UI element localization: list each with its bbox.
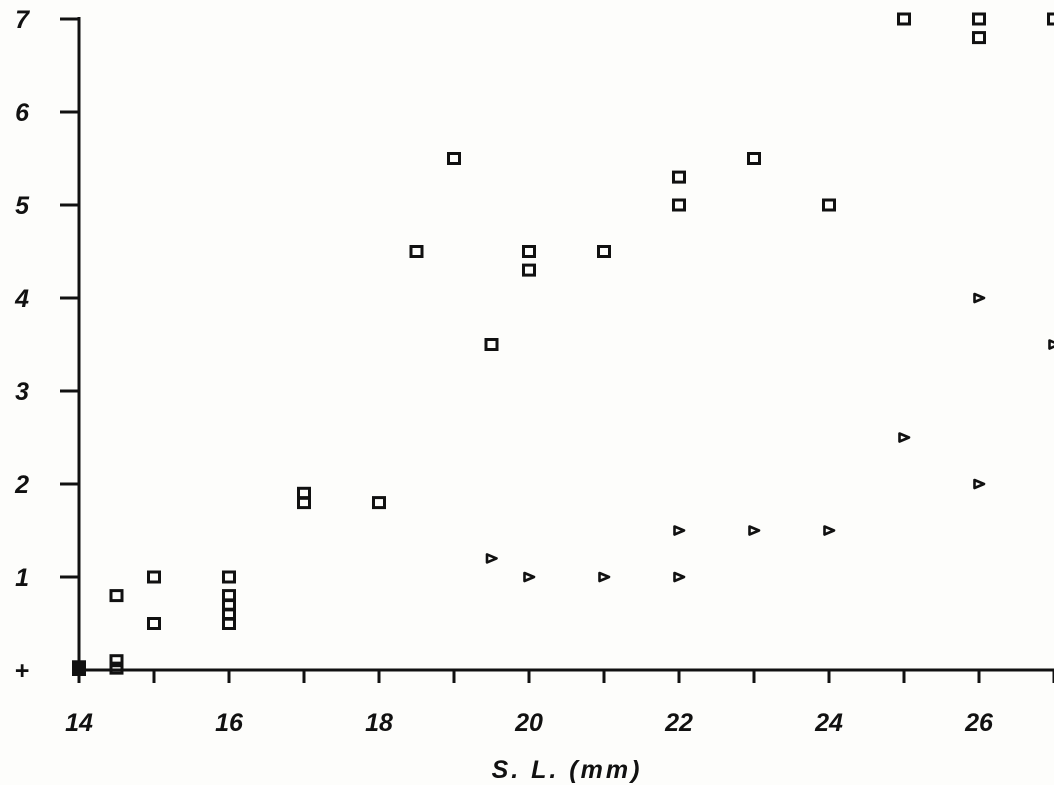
- square-point: [522, 263, 536, 277]
- square-point: [822, 198, 836, 212]
- x-tick-label: 22: [664, 709, 693, 737]
- square-point: [972, 31, 986, 45]
- square-point: [484, 338, 499, 351]
- triangle-point: [485, 553, 498, 564]
- square-point: [147, 570, 161, 584]
- triangle-point: [598, 571, 611, 583]
- square-point: [222, 617, 236, 630]
- square-point: [409, 245, 424, 258]
- x-axis-title: S. L. (mm): [492, 756, 643, 784]
- x-tick-label: 20: [514, 709, 543, 737]
- x-tick-label: 18: [365, 709, 393, 737]
- y-tick-label: 1: [15, 564, 29, 592]
- x-tick-label: 14: [65, 709, 93, 737]
- square-point: [897, 12, 911, 26]
- axes: [77, 17, 1054, 672]
- axis-ticks: [60, 17, 1054, 683]
- y-tick-label: 7: [15, 6, 30, 34]
- y-tick-label: +: [14, 657, 29, 685]
- x-tick-label: 26: [964, 709, 994, 737]
- triangle-point: [673, 525, 686, 536]
- square-point: [147, 617, 161, 630]
- square-point: [522, 245, 536, 258]
- square-point: [672, 198, 686, 212]
- triangle-point: [973, 478, 986, 490]
- square-point: [109, 661, 124, 675]
- triangle-point: [823, 525, 836, 536]
- square-point: [672, 170, 686, 184]
- triangle-point: [748, 525, 761, 536]
- x-tick-label: 16: [215, 709, 244, 737]
- square-point: [372, 496, 386, 510]
- square-point: [109, 589, 124, 603]
- y-tick-label: 2: [14, 471, 29, 499]
- square-point: [1047, 12, 1054, 26]
- triangle-point: [1048, 339, 1054, 350]
- triangle-point: [673, 571, 686, 583]
- y-tick-label: 6: [15, 99, 30, 127]
- y-tick-label: 5: [15, 192, 30, 220]
- triangle-point: [898, 432, 911, 443]
- square-point: [597, 245, 611, 258]
- square-point: [447, 152, 461, 165]
- y-tick-label: 3: [15, 378, 29, 406]
- square-point: [972, 12, 986, 26]
- triangle-point: [523, 571, 536, 583]
- filled-point: [72, 660, 86, 673]
- square-point: [109, 654, 124, 668]
- square-point: [747, 152, 761, 165]
- x-tick-label: 24: [814, 709, 843, 737]
- tick-labels: 14 16 18 20 22 24 26 +1 2 3 4 5 6 7: [14, 6, 994, 737]
- square-point: [297, 496, 311, 510]
- y-tick-label: 4: [14, 285, 29, 313]
- square-point: [222, 570, 236, 584]
- data-points: [72, 12, 1054, 676]
- triangle-point: [973, 292, 986, 304]
